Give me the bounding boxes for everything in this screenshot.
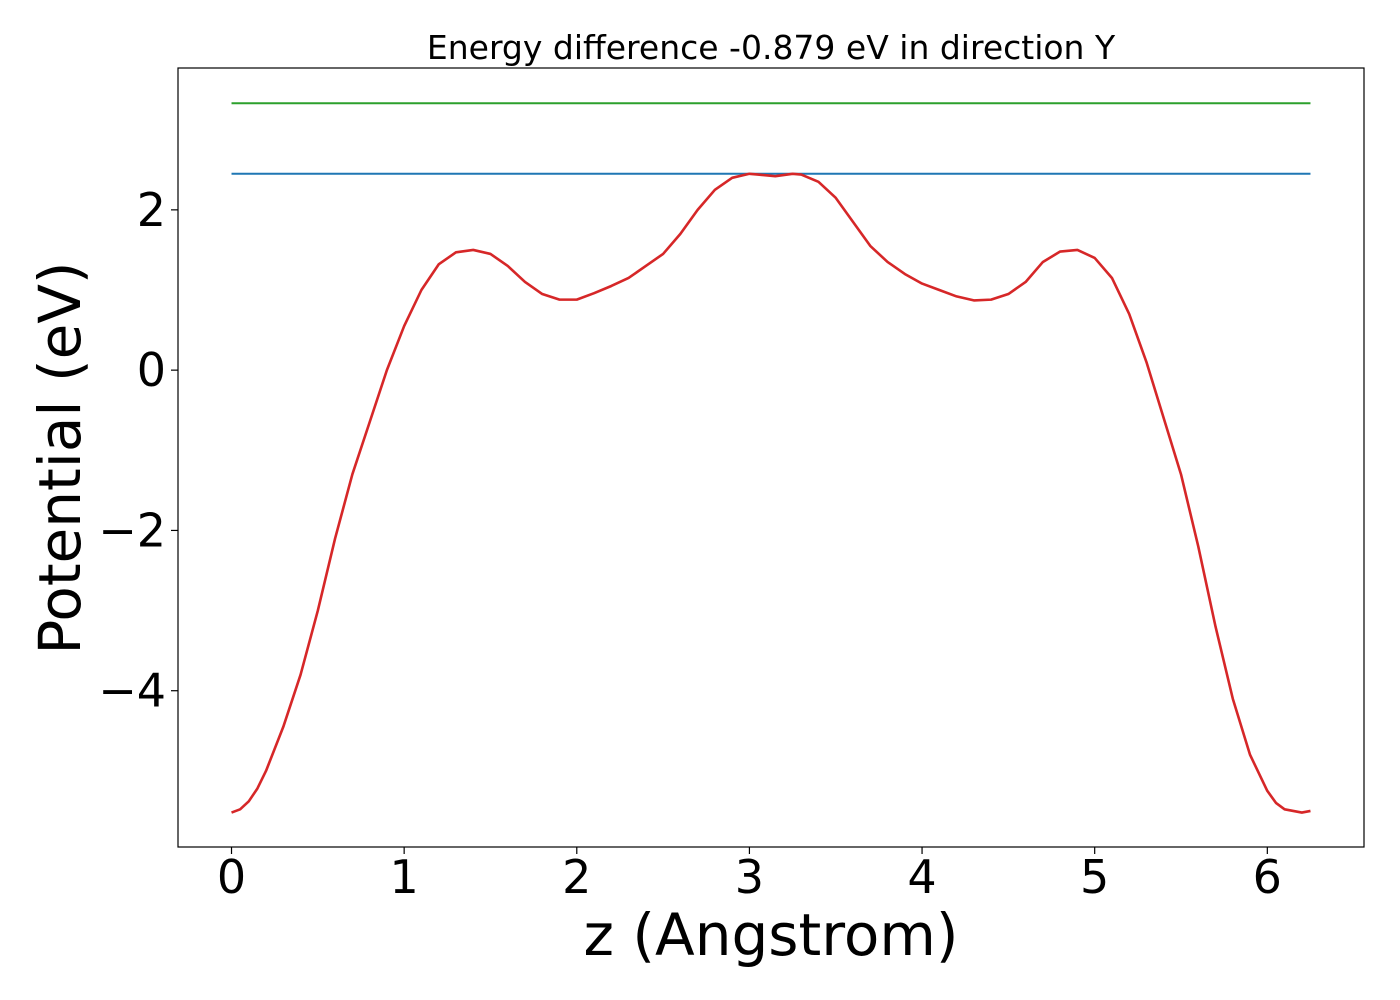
x-tick-label: 0: [217, 850, 246, 904]
plot-frame: [177, 67, 1365, 848]
y-axis: −4 −2 0 2: [98, 183, 178, 718]
x-tick-label: 3: [735, 850, 764, 904]
plot-area: [231, 102, 1311, 814]
x-tick-label: 6: [1253, 850, 1282, 904]
x-axis: 0 1 2 3 4 5 6: [217, 847, 1282, 904]
y-axis-label: Potential (eV): [26, 261, 94, 654]
y-tick-label: 2: [137, 183, 166, 237]
x-tick-label: 2: [562, 850, 591, 904]
x-axis-label: z (Angstrom): [584, 901, 959, 969]
x-tick-label: 4: [907, 850, 936, 904]
series-line-potential-curve: [231, 172, 1311, 814]
x-tick-label: 1: [390, 850, 419, 904]
y-tick-label: 0: [137, 343, 166, 397]
x-tick-label: 5: [1080, 850, 1109, 904]
y-tick-label: −4: [98, 664, 166, 718]
chart-title: Energy difference -0.879 eV in direction…: [427, 28, 1116, 67]
y-tick-label: −2: [98, 503, 166, 557]
